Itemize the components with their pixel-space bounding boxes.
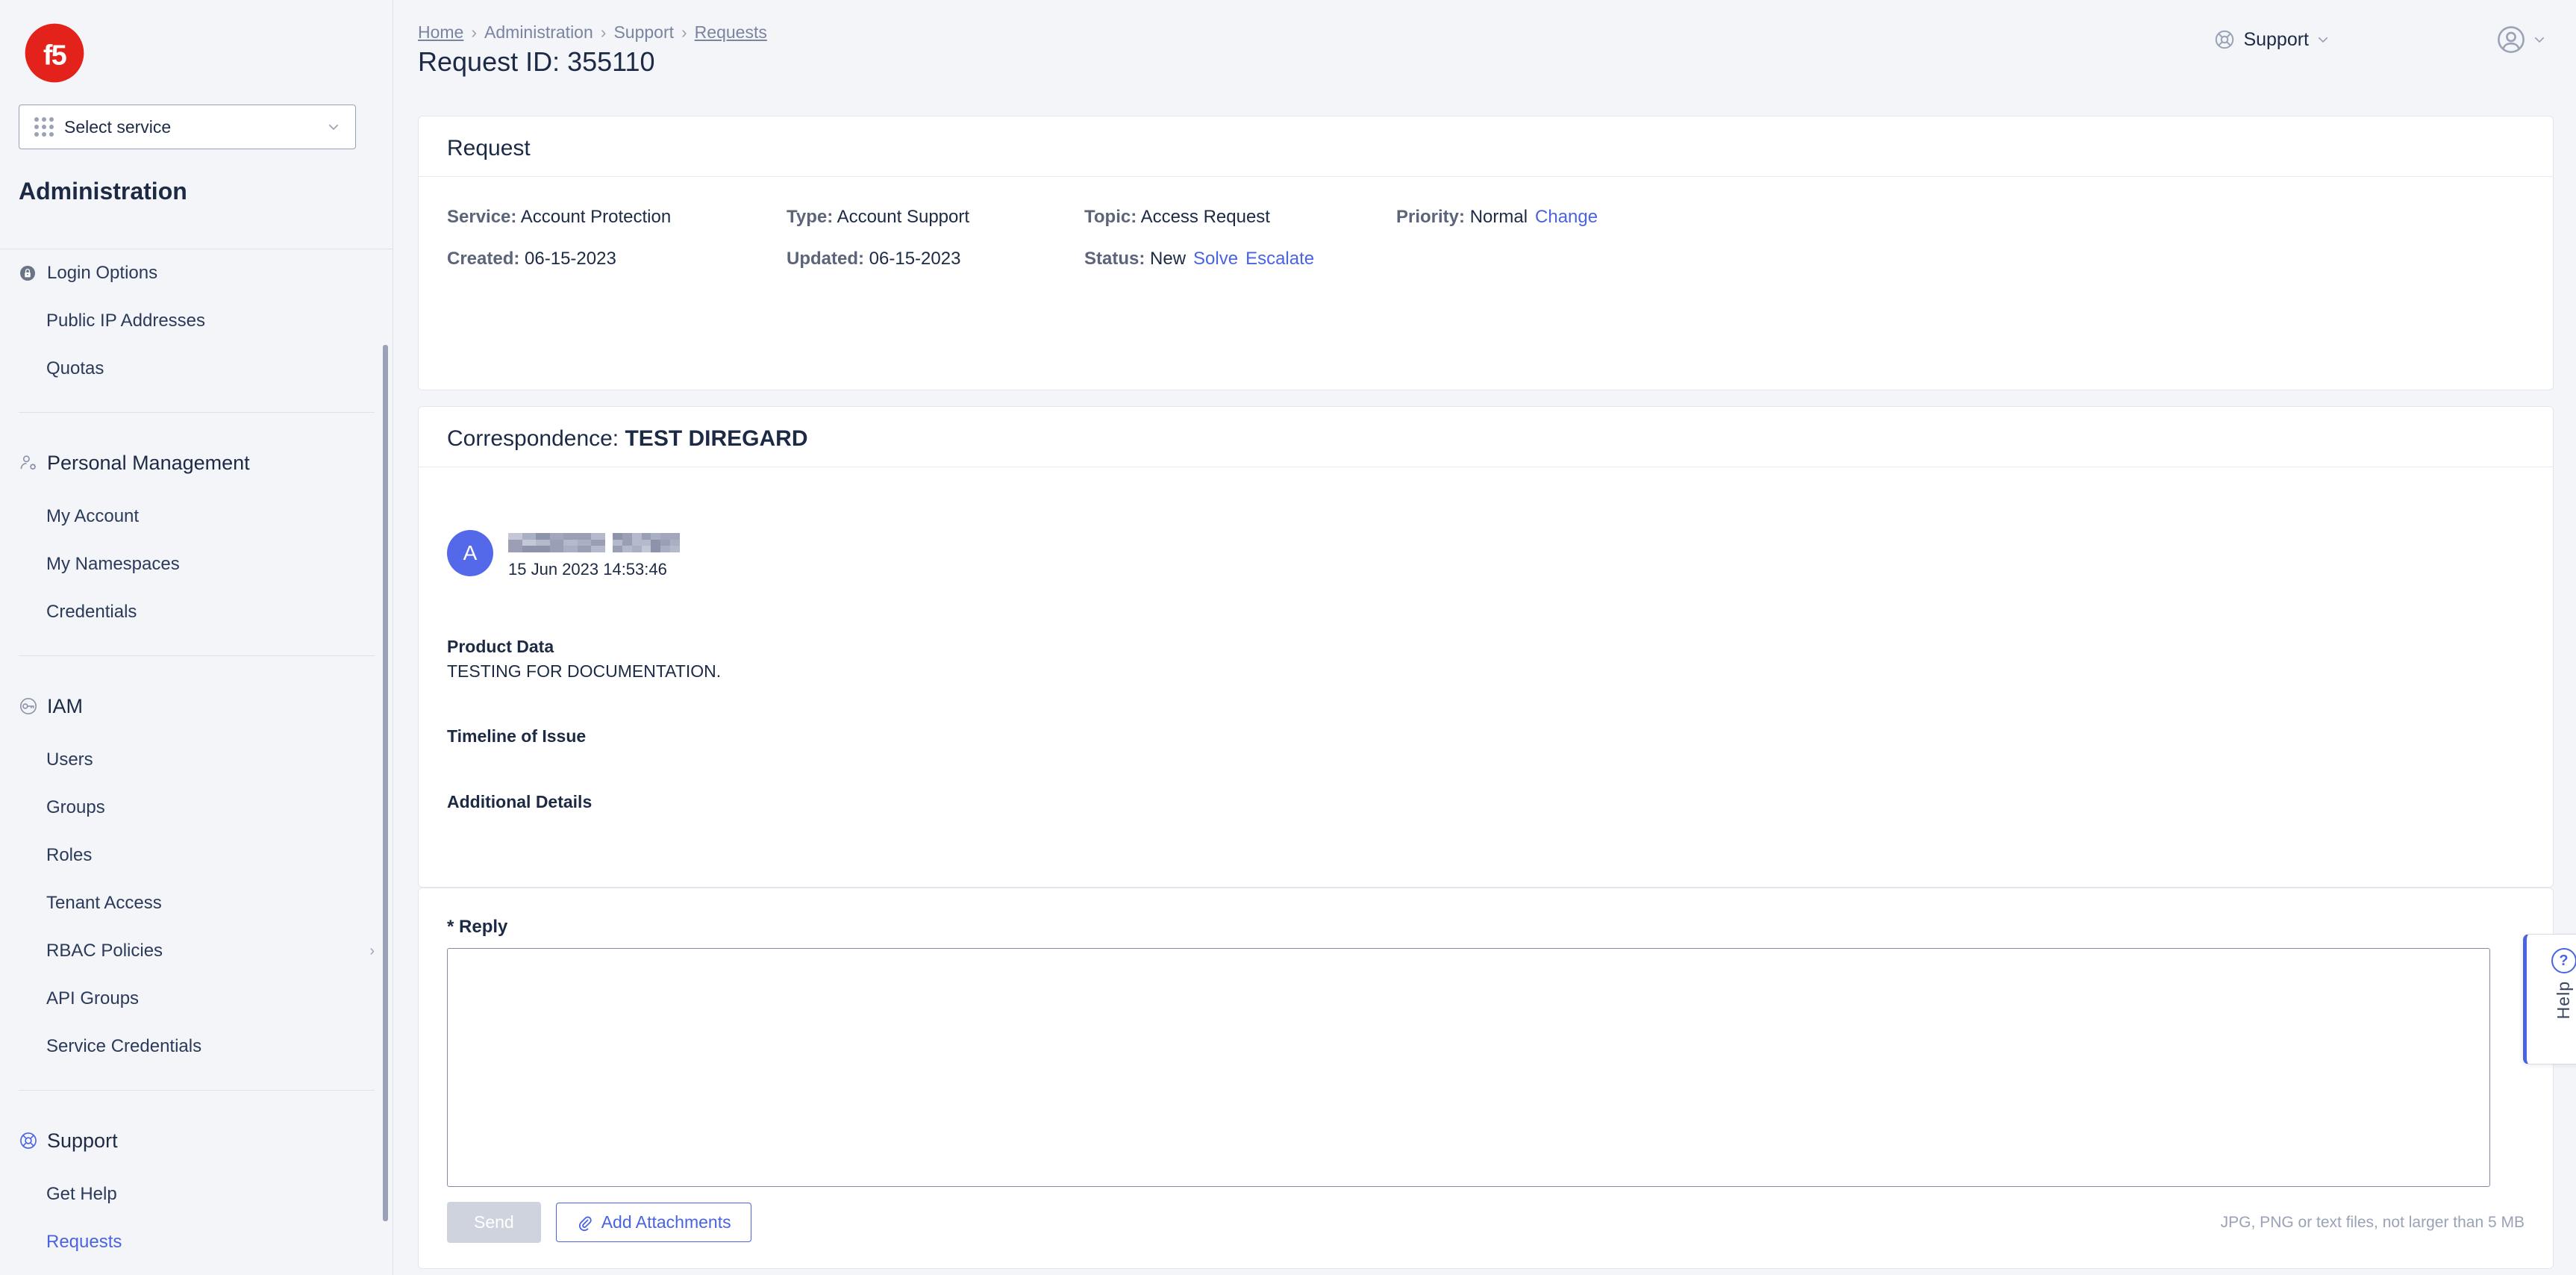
svg-text:f5: f5: [43, 40, 66, 71]
